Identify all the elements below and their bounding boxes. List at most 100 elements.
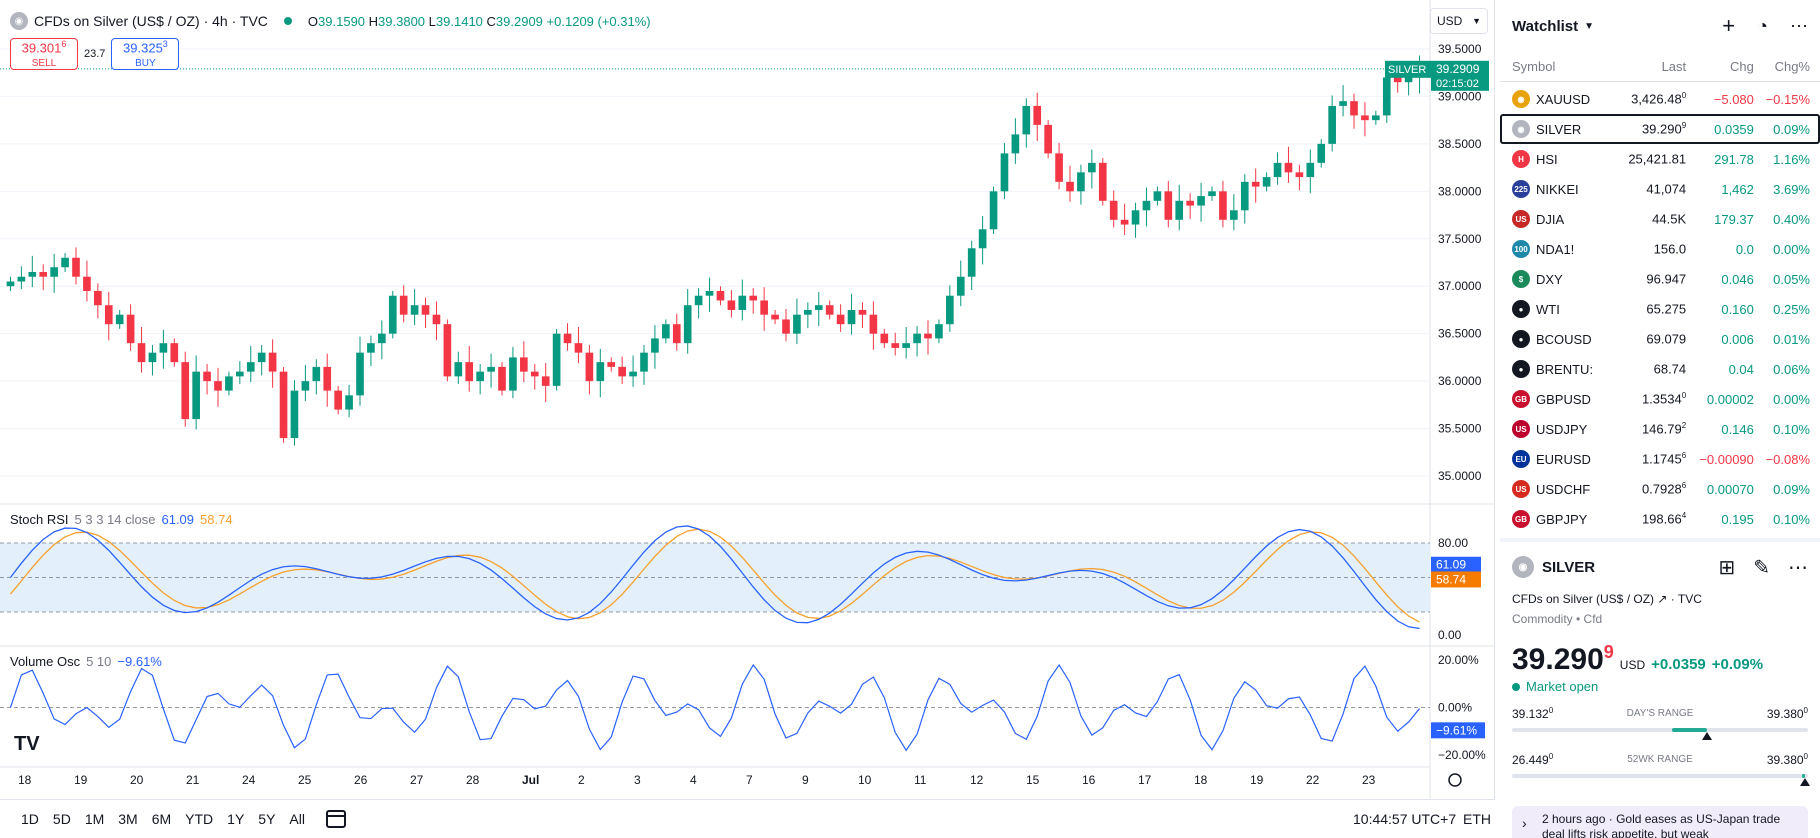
- candle-body[interactable]: [126, 314, 135, 344]
- col-last[interactable]: Last: [1661, 59, 1687, 74]
- candle-body[interactable]: [1077, 172, 1085, 192]
- settings-icon[interactable]: [1448, 773, 1462, 787]
- candle-body[interactable]: [72, 257, 80, 277]
- candle-body[interactable]: [1350, 101, 1358, 116]
- range-button-3m[interactable]: 3M: [118, 811, 138, 827]
- candle-body[interactable]: [323, 366, 332, 391]
- candle-body[interactable]: [61, 257, 69, 268]
- candle-body[interactable]: [170, 343, 179, 363]
- candle-body[interactable]: [159, 343, 168, 353]
- candle-body[interactable]: [727, 300, 736, 310]
- candle-body[interactable]: [847, 309, 856, 325]
- candle-body[interactable]: [782, 319, 790, 334]
- candle-body[interactable]: [6, 281, 15, 287]
- candle-body[interactable]: [1098, 162, 1107, 201]
- col-symbol[interactable]: Symbol: [1512, 59, 1556, 74]
- candle-body[interactable]: [541, 376, 550, 386]
- candle-body[interactable]: [487, 366, 495, 372]
- candle-body[interactable]: [1219, 191, 1227, 220]
- candle-body[interactable]: [301, 381, 310, 391]
- candle-body[interactable]: [738, 295, 747, 310]
- candle-body[interactable]: [312, 366, 321, 382]
- candle-body[interactable]: [760, 300, 768, 315]
- range-button-all[interactable]: All: [289, 811, 305, 827]
- candle-body[interactable]: [1055, 153, 1063, 182]
- candle-body[interactable]: [1142, 200, 1151, 211]
- candle-body[interactable]: [1131, 210, 1140, 225]
- candle-body[interactable]: [924, 333, 932, 339]
- watchlist-row[interactable]: US USDJPY 146.792 0.146 0.10%: [1500, 414, 1820, 444]
- add-symbol-icon[interactable]: +: [1722, 13, 1736, 38]
- candle-body[interactable]: [290, 390, 299, 439]
- candle-body[interactable]: [814, 305, 823, 310]
- watchlist-title[interactable]: Watchlist ▼: [1512, 18, 1594, 35]
- candle-body[interactable]: [192, 371, 200, 420]
- candle-body[interactable]: [574, 343, 583, 353]
- col-chg[interactable]: Chg: [1730, 59, 1754, 74]
- candle-body[interactable]: [552, 333, 561, 386]
- candle-body[interactable]: [869, 314, 878, 334]
- candle-body[interactable]: [399, 295, 408, 315]
- candle-body[interactable]: [104, 305, 113, 325]
- candle-body[interactable]: [804, 309, 812, 315]
- candle-body[interactable]: [1109, 200, 1118, 220]
- watchlist-row[interactable]: US USDCHF 0.79286 0.00070 0.09%: [1500, 474, 1820, 504]
- candle-body[interactable]: [83, 276, 91, 291]
- candle-body[interactable]: [662, 324, 670, 339]
- candle-body[interactable]: [214, 381, 222, 391]
- candle-body[interactable]: [946, 295, 954, 325]
- clock[interactable]: 10:44:57 UTC+7: [1353, 811, 1457, 827]
- candle-body[interactable]: [257, 352, 266, 363]
- candle-body[interactable]: [585, 352, 594, 382]
- buy-button[interactable]: 39.3253 BUY: [111, 38, 180, 70]
- candle-body[interactable]: [793, 314, 801, 334]
- candle-body[interactable]: [1208, 191, 1216, 197]
- symbol-name[interactable]: CFDs on Silver (US$ / OZ) · 4h · TVC: [34, 13, 268, 29]
- chart-panel[interactable]: 39.5000 39.0000 38.5000 38.0000 37.5000 37.00…: [0, 0, 1495, 838]
- watchlist-row[interactable]: EU EURUSD 1.17456 −0.00090 −0.08%: [1500, 444, 1820, 474]
- candle-body[interactable]: [1372, 115, 1380, 121]
- candle-body[interactable]: [388, 295, 397, 334]
- advanced-view-icon[interactable]: ◔: [1757, 15, 1768, 36]
- candle-body[interactable]: [836, 314, 845, 325]
- candle-body[interactable]: [268, 352, 277, 372]
- candle-body[interactable]: [1240, 181, 1249, 211]
- candle-body[interactable]: [1262, 177, 1271, 187]
- candle-body[interactable]: [465, 362, 474, 382]
- candle-body[interactable]: [563, 333, 572, 344]
- candle-body[interactable]: [454, 362, 463, 377]
- external-link-icon[interactable]: ↗: [1657, 592, 1668, 606]
- calendar-icon[interactable]: [325, 810, 346, 828]
- edit-icon[interactable]: ✎: [1753, 556, 1770, 579]
- candle-body[interactable]: [1186, 200, 1194, 206]
- candle-body[interactable]: [345, 395, 353, 410]
- candle-body[interactable]: [825, 305, 834, 315]
- watchlist-row[interactable]: GB GBPJPY 198.664 0.195 0.10%: [1500, 504, 1820, 534]
- details-description-text[interactable]: CFDs on Silver (US$ / OZ): [1512, 592, 1655, 606]
- candle-body[interactable]: [246, 362, 255, 372]
- range-button-5y[interactable]: 5Y: [258, 811, 276, 827]
- more-icon[interactable]: ⋯: [1790, 15, 1808, 36]
- watchlist-row[interactable]: US DJIA 44.5K 179.37 0.40%: [1500, 204, 1820, 234]
- candle-body[interactable]: [1317, 143, 1326, 163]
- candle-body[interactable]: [94, 290, 102, 306]
- candle-body[interactable]: [1022, 105, 1031, 135]
- watchlist-row[interactable]: ◉ SILVER 39.2909 0.0359 0.09%: [1500, 114, 1820, 144]
- candle-body[interactable]: [1306, 162, 1315, 178]
- watchlist-row[interactable]: ● BCOUSD 69.079 0.006 0.01%: [1500, 324, 1820, 354]
- candle-body[interactable]: [694, 295, 703, 306]
- candle-body[interactable]: [891, 343, 900, 348]
- candle-body[interactable]: [236, 371, 244, 377]
- candle-body[interactable]: [716, 290, 725, 301]
- candle-body[interactable]: [1033, 105, 1042, 125]
- candle-body[interactable]: [880, 333, 889, 344]
- details-symbol[interactable]: SILVER: [1542, 558, 1596, 576]
- candle-body[interactable]: [1284, 162, 1293, 173]
- grid-icon[interactable]: ⊞: [1718, 556, 1736, 579]
- candle-body[interactable]: [1393, 77, 1402, 83]
- candle-body[interactable]: [225, 376, 233, 391]
- candle-body[interactable]: [1000, 153, 1009, 192]
- candle-body[interactable]: [115, 314, 124, 325]
- candle-body[interactable]: [989, 191, 998, 230]
- watchlist-row[interactable]: 225 NIKKEI 41,074 1,462 3.69%: [1500, 174, 1820, 204]
